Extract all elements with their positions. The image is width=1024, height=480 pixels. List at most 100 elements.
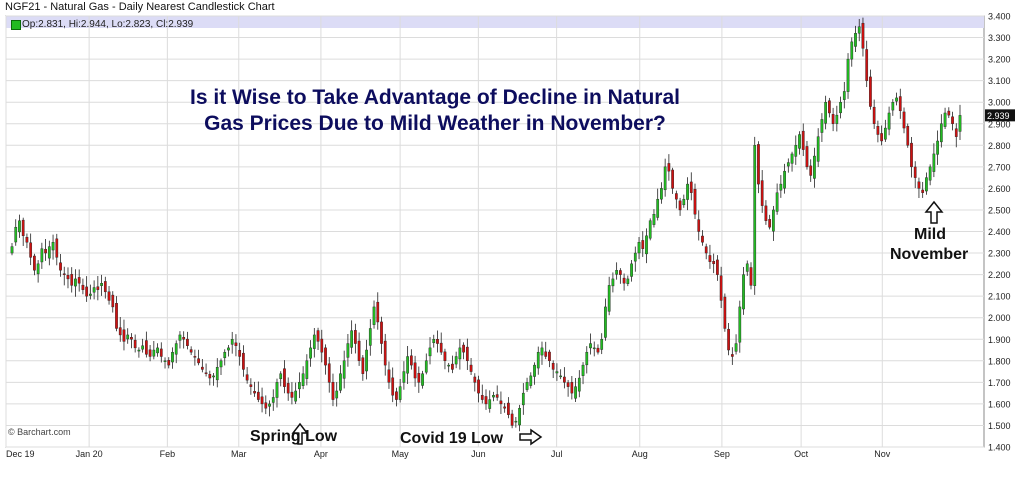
x-tick-label: Dec 19 [6,449,35,459]
candle-body-down [44,248,47,254]
candle [111,291,115,313]
candle [118,316,122,342]
candle [421,370,424,389]
candle-body-up [615,270,618,275]
candle [96,276,100,301]
candle-body-down [451,363,454,370]
candle-body-up [883,127,887,140]
candle [227,345,230,357]
candle-body-up [895,97,898,102]
candle [790,151,794,172]
candle [730,347,734,365]
candle [212,373,215,386]
candle [234,334,238,357]
candle [548,349,551,368]
candle-body-up [428,347,432,357]
candle-body-up [89,293,92,296]
candle-body-up [488,399,492,409]
candle [555,363,559,381]
candle [324,344,327,375]
candle-body-down [723,296,727,329]
covid-low-label: Covid 19 Low [400,430,504,447]
candle-body-down [103,281,107,293]
arrow-mild-november [924,200,944,224]
candle [249,378,253,395]
candle-body-down [327,363,331,383]
candle-body-up [559,375,563,378]
candle-body-down [182,337,186,340]
candle-body-down [880,133,883,142]
candle-body-up [10,246,14,254]
candle [335,382,339,407]
candle [309,340,312,367]
candle [141,338,144,353]
candle-body-down [921,189,925,193]
candle-body-down [242,352,245,370]
candle-body-up [100,283,103,286]
candle [861,17,865,57]
candle-body-down [596,347,600,353]
candle-body-up [47,246,51,259]
candle-body-down [548,351,551,361]
candle-body-up [447,364,451,367]
candle [488,390,492,413]
candle [648,218,652,241]
candle-body-up [294,390,298,402]
candle-body-down [148,349,152,357]
candle-body-down [809,165,813,176]
candle-body-up [854,33,857,47]
candle-body-down [947,110,951,116]
y-tick-label: 3.300 [988,33,1011,43]
candle [566,379,570,397]
y-axis: 1.400 1.500 1.600 1.700 1.800 1.900 2.000 2.100… [988,12,1011,453]
candle-body-down [484,396,488,405]
candle-body-down [678,200,682,211]
candle [585,346,589,374]
candle-body-up [178,334,182,341]
candle-body-up [152,349,156,357]
candle-body-down [324,347,327,366]
y-tick-label: 2.700 [988,162,1011,172]
candle [51,234,55,260]
candle-body-up [939,123,943,143]
candle [25,233,29,249]
candle [320,329,324,363]
x-tick-label: Nov [874,449,891,459]
candle-body-down [62,273,66,275]
candle-body-up [398,386,402,400]
candle-body-up [813,155,816,179]
candle-body-up [406,356,409,374]
candle [189,346,193,356]
candle-body-up [925,177,928,192]
candle-body-down [439,342,443,353]
candle-body-up [637,242,641,254]
candle-body-down [331,381,335,400]
candle [753,136,757,295]
candle-body-down [757,144,760,185]
candle [723,293,727,332]
candle [346,334,350,367]
candle [66,267,70,289]
watermark: © Barchart.com [8,427,71,437]
candle [857,18,861,42]
candle [171,347,174,369]
candle [551,360,555,379]
candle [869,69,872,110]
candle-body-down [566,382,570,387]
candle [103,276,107,299]
candle [704,243,708,260]
candle-body-up [783,170,786,189]
candle-body-up [581,364,585,376]
last-price-box [985,109,1015,122]
candle [630,259,633,282]
candle [204,363,208,377]
candle [674,190,678,209]
candle-body-down [66,275,70,280]
candle-body-up [734,343,738,352]
candle [619,268,622,284]
candle-body-up [820,119,824,133]
candle [600,333,604,355]
candle-body-up [775,192,779,212]
candle [219,358,223,375]
candle-body-up [74,278,77,287]
